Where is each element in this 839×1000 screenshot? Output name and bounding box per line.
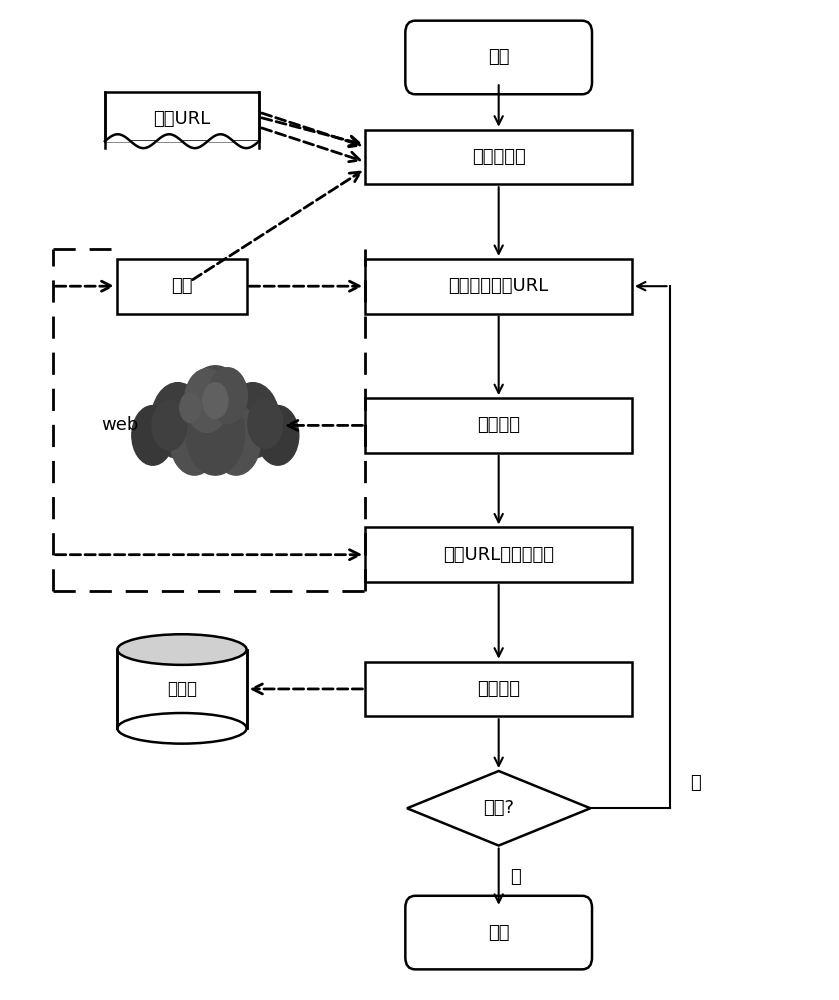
Text: 提取URL并加入队列: 提取URL并加入队列 bbox=[443, 546, 555, 564]
Text: 队列: 队列 bbox=[171, 277, 193, 295]
FancyBboxPatch shape bbox=[405, 896, 592, 969]
Ellipse shape bbox=[151, 383, 205, 458]
Bar bbox=[365, 130, 632, 184]
Bar bbox=[105, 92, 259, 141]
Text: 页面获取: 页面获取 bbox=[477, 416, 520, 434]
Ellipse shape bbox=[208, 368, 248, 423]
Ellipse shape bbox=[186, 392, 245, 475]
Text: 从队列中获取URL: 从队列中获取URL bbox=[449, 277, 549, 295]
Ellipse shape bbox=[227, 383, 279, 458]
Bar bbox=[365, 259, 632, 314]
Ellipse shape bbox=[211, 406, 261, 475]
Ellipse shape bbox=[248, 399, 283, 448]
Text: 网页库: 网页库 bbox=[167, 680, 197, 698]
Ellipse shape bbox=[203, 383, 228, 418]
Ellipse shape bbox=[184, 366, 247, 455]
Text: 种子URL: 种子URL bbox=[154, 110, 211, 128]
Text: 保存页面: 保存页面 bbox=[477, 680, 520, 698]
Bar bbox=[117, 650, 247, 728]
Ellipse shape bbox=[180, 393, 201, 422]
Ellipse shape bbox=[185, 369, 229, 432]
Bar bbox=[365, 527, 632, 582]
Ellipse shape bbox=[117, 713, 247, 744]
Bar bbox=[117, 259, 247, 314]
Text: web: web bbox=[101, 416, 138, 434]
Bar bbox=[365, 398, 632, 453]
Text: 队列初始化: 队列初始化 bbox=[472, 148, 525, 166]
Bar bbox=[365, 662, 632, 716]
Ellipse shape bbox=[257, 406, 299, 465]
Ellipse shape bbox=[152, 401, 187, 450]
Ellipse shape bbox=[117, 634, 247, 665]
Ellipse shape bbox=[132, 406, 174, 465]
Ellipse shape bbox=[170, 406, 219, 475]
Text: 是: 是 bbox=[510, 868, 521, 886]
FancyBboxPatch shape bbox=[405, 21, 592, 94]
Polygon shape bbox=[407, 771, 591, 846]
Text: 否: 否 bbox=[690, 774, 701, 792]
Text: 结束: 结束 bbox=[488, 924, 509, 942]
Text: 完成?: 完成? bbox=[483, 799, 514, 817]
Text: 开始: 开始 bbox=[488, 48, 509, 66]
